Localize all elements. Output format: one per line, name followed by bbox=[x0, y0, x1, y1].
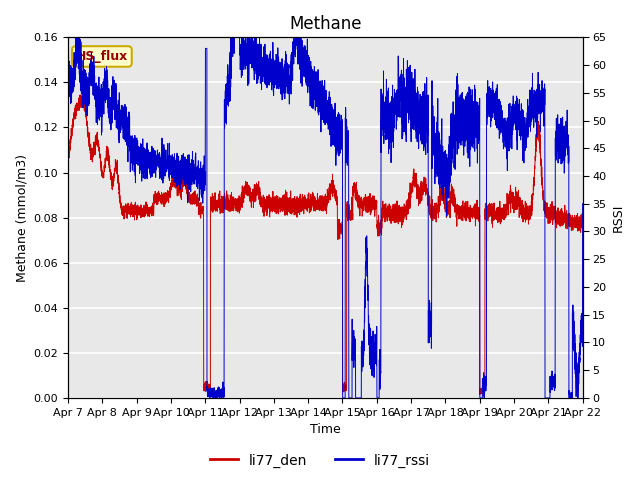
X-axis label: Time: Time bbox=[310, 423, 340, 436]
Legend: li77_den, li77_rssi: li77_den, li77_rssi bbox=[204, 448, 436, 473]
Y-axis label: Methane (mmol/m3): Methane (mmol/m3) bbox=[15, 154, 28, 282]
Text: HS_flux: HS_flux bbox=[76, 50, 128, 63]
Y-axis label: RSSI: RSSI bbox=[612, 204, 625, 232]
Title: Methane: Methane bbox=[289, 15, 362, 33]
